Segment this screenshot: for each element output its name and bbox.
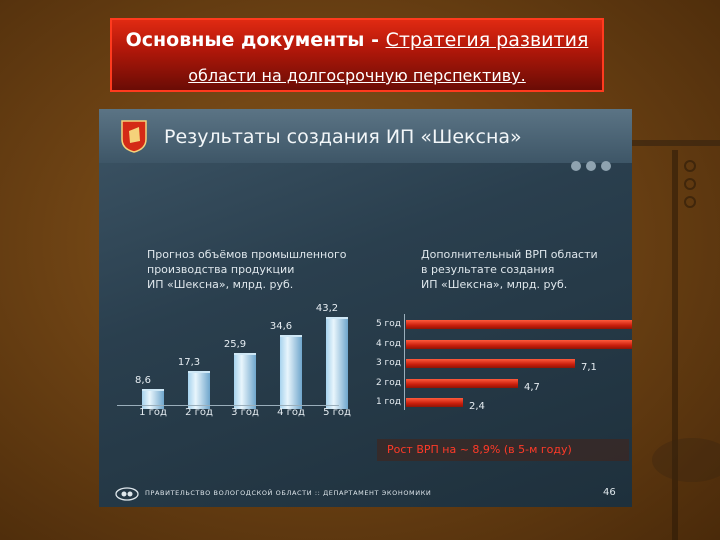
production-bar — [188, 371, 210, 409]
navigation-dots-icon — [571, 161, 611, 171]
production-bar-value: 43,2 — [315, 303, 339, 314]
right-chart-title: Дополнительный ВРП области в результате … — [421, 247, 598, 292]
grp-y-tick-label: 1 год — [375, 397, 401, 407]
grp-bar — [406, 340, 632, 349]
grp-y-tick-label: 4 год — [375, 339, 401, 349]
production-bar-value: 17,3 — [177, 357, 201, 368]
slide-title-bar — [99, 109, 632, 163]
grp-y-tick-label: 2 год — [375, 378, 401, 388]
production-bar-value: 25,9 — [223, 339, 247, 350]
strategy-link-part1[interactable]: Стратегия развития — [385, 29, 589, 51]
production-bar — [326, 317, 348, 409]
production-x-tick-label: 4 год — [277, 407, 305, 418]
strategy-link-part2[interactable]: области на долгосрочную перспективу. — [188, 66, 526, 85]
slide-footer: ПРАВИТЕЛЬСТВО ВОЛОГОДСКОЙ ОБЛАСТИ :: ДЕП… — [99, 484, 632, 507]
right-chart-title-line: в результате создания — [421, 263, 555, 276]
growth-note: Рост ВРП на ~ 8,9% (в 5-м году) — [377, 439, 629, 461]
production-bar — [234, 353, 256, 409]
government-logo-icon — [115, 487, 139, 501]
grp-bar — [406, 379, 518, 388]
justice-scale-icon — [632, 140, 720, 540]
grp-y-tick-label: 3 год — [375, 358, 401, 368]
production-bar — [142, 389, 164, 409]
page-number: 46 — [603, 487, 616, 498]
production-bar-value: 34,6 — [269, 321, 293, 332]
grp-bar — [406, 398, 463, 407]
production-x-tick-label: 2 год — [185, 407, 213, 418]
region-coat-of-arms-icon — [121, 120, 147, 153]
production-x-tick-label: 1 год — [139, 407, 167, 418]
left-chart-title-line: Прогноз объёмов промышленного — [147, 248, 347, 261]
production-x-tick-label: 3 год — [231, 407, 259, 418]
footer-text: ПРАВИТЕЛЬСТВО ВОЛОГОДСКОЙ ОБЛАСТИ :: ДЕП… — [145, 489, 432, 497]
slide-title: Результаты создания ИП «Шексна» — [164, 126, 522, 148]
chart-axis-line — [117, 405, 339, 406]
grp-bar — [406, 359, 575, 368]
production-bar-value: 8,6 — [135, 375, 151, 386]
grp-bar-value: 7,1 — [581, 362, 597, 373]
grp-bar — [406, 320, 632, 329]
left-chart-title-line: производства продукции — [147, 263, 295, 276]
right-chart-title-line: ИП «Шексна», млрд. руб. — [421, 278, 568, 291]
left-chart-title-line: ИП «Шексна», млрд. руб. — [147, 278, 294, 291]
presentation-slide: Результаты создания ИП «Шексна» Прогноз … — [99, 109, 632, 507]
production-bar — [280, 335, 302, 409]
left-chart-title: Прогноз объёмов промышленного производст… — [147, 247, 346, 292]
header-title-bold: Основные документы - — [125, 29, 386, 51]
right-chart-title-line: Дополнительный ВРП области — [421, 248, 598, 261]
grp-y-tick-label: 5 год — [375, 319, 401, 329]
header-title-line: Основные документы - Стратегия развития — [112, 29, 602, 51]
grp-bar-value: 4,7 — [524, 382, 540, 393]
production-x-tick-label: 5 год — [323, 407, 351, 418]
chart-axis-line — [404, 314, 405, 410]
header-banner: Основные документы - Стратегия развития … — [110, 18, 604, 92]
grp-bar-value: 2,4 — [469, 401, 485, 412]
